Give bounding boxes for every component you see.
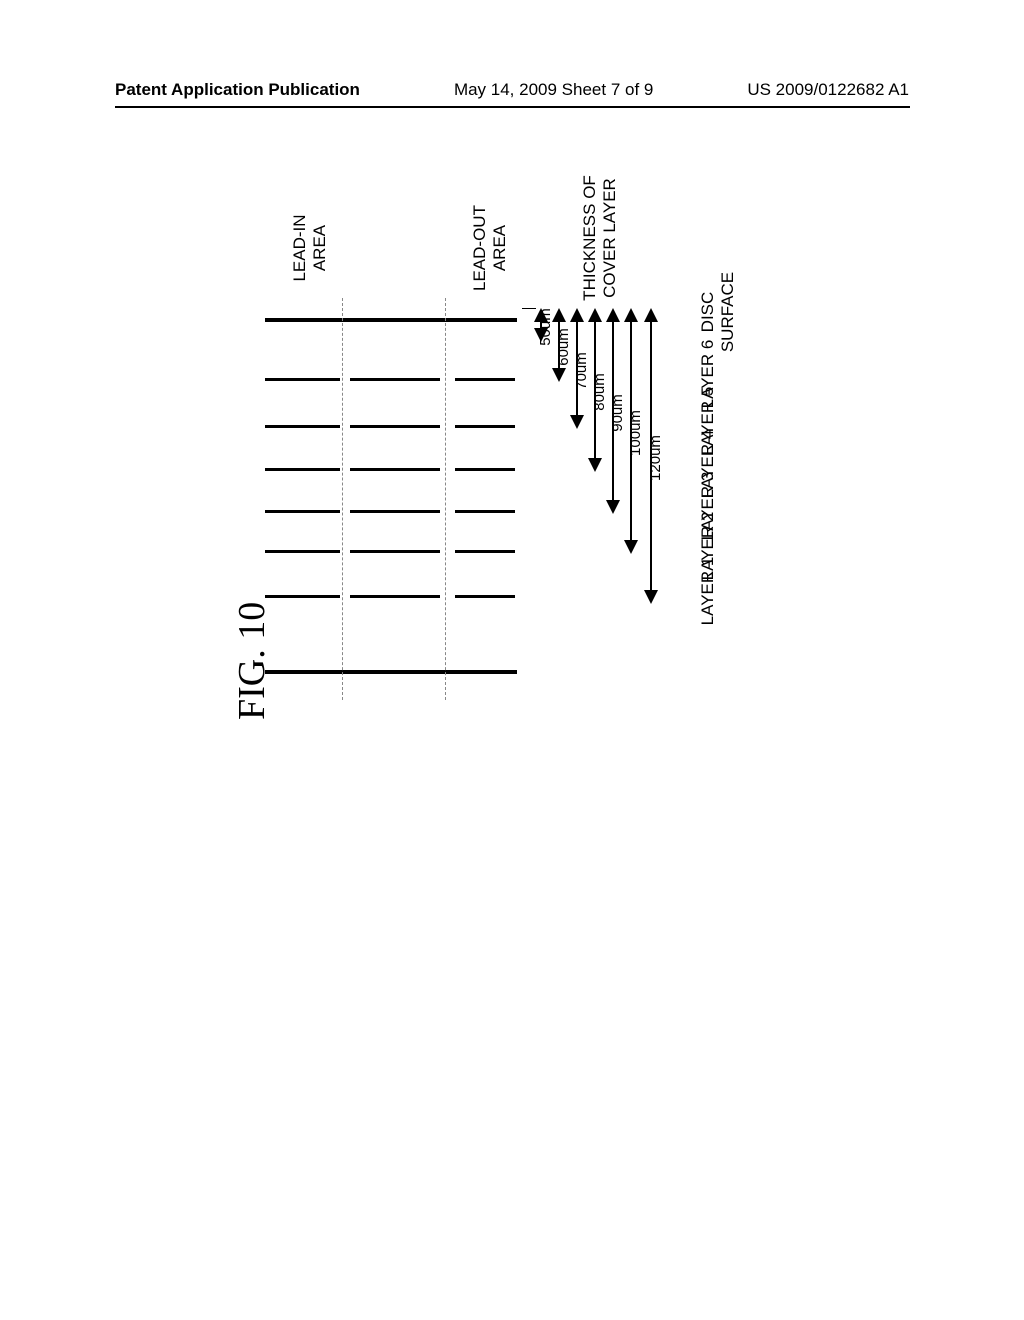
layer-line [265, 510, 340, 513]
layer-line [265, 550, 340, 553]
layer-line [350, 425, 440, 428]
measure-underline [522, 308, 536, 309]
lead-out-label: LEAD-OUTAREA [470, 193, 510, 303]
arrowhead-icon [588, 308, 602, 322]
disc-surface-line [265, 318, 517, 322]
layer-line [350, 595, 440, 598]
diagram-container: LEAD-INAREALEAD-OUTAREATHICKNESS OFCOVER… [260, 190, 660, 1060]
arrowhead-icon [570, 415, 584, 429]
layer-line [350, 378, 440, 381]
arrowhead-icon [624, 308, 638, 322]
measure-label-0: 120um [647, 428, 664, 488]
thickness-label: THICKNESS OFCOVER LAYER [580, 168, 620, 308]
layer-label-1: LAYER 1 [698, 551, 718, 631]
arrowhead-icon [606, 500, 620, 514]
measure-label-2: 90um [609, 383, 626, 443]
bottom-line [265, 670, 517, 674]
layer-line [265, 595, 340, 598]
layer-line [265, 468, 340, 471]
layer-line [455, 378, 515, 381]
page-header: Patent Application Publication May 14, 2… [0, 80, 1024, 100]
measure-label-3: 80um [591, 362, 608, 422]
layer-line [455, 468, 515, 471]
layer-line [265, 378, 340, 381]
layer-line [350, 510, 440, 513]
measure-label-4: 70um [573, 341, 590, 401]
layer-line [350, 468, 440, 471]
header-mid: May 14, 2009 Sheet 7 of 9 [454, 80, 653, 100]
layer-line [455, 425, 515, 428]
lead-in-label: LEAD-INAREA [290, 193, 330, 303]
layer-line [350, 550, 440, 553]
arrowhead-icon [644, 308, 658, 322]
arrowhead-icon [588, 458, 602, 472]
layer-line [455, 510, 515, 513]
measure-label-6: 50um [537, 297, 554, 357]
layer-line [265, 425, 340, 428]
layer-line [455, 550, 515, 553]
measure-label-1: 100um [627, 403, 644, 463]
header-rule [115, 106, 910, 108]
arrowhead-icon [644, 590, 658, 604]
arrowhead-icon [570, 308, 584, 322]
measure-label-5: 60um [555, 317, 572, 377]
arrowhead-icon [624, 540, 638, 554]
lead-out-boundary [445, 298, 446, 700]
arrowhead-icon [606, 308, 620, 322]
layer-line [455, 595, 515, 598]
lead-in-boundary [342, 298, 343, 700]
header-pub: Patent Application Publication [115, 80, 360, 100]
header-right: US 2009/0122682 A1 [747, 80, 909, 100]
